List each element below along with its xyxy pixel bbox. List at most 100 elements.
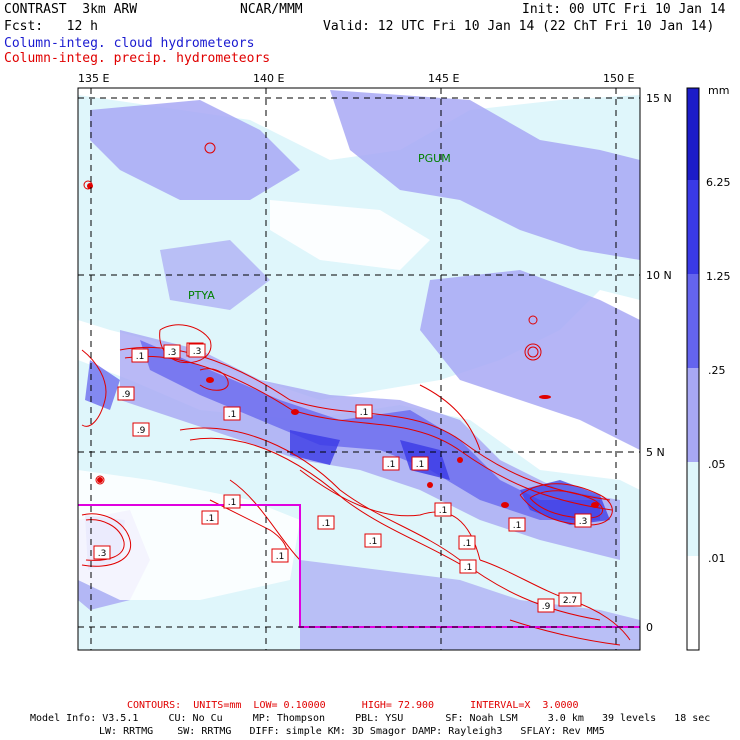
colorbar-seg-2	[687, 274, 699, 368]
colorbar-level-.01: .01	[708, 552, 726, 565]
precip-contour-main-5	[229, 479, 301, 561]
field-title-cloud: Column-integ. cloud hydrometeors	[4, 36, 255, 51]
org-label: NCAR/MMM	[240, 2, 303, 17]
contour-label-text: .9	[122, 390, 131, 400]
cloud-core-5	[290, 430, 340, 465]
contour-label-text: .1	[228, 498, 237, 508]
precip-contour-strand-2	[419, 384, 481, 451]
colorbar-seg-5	[687, 556, 699, 650]
contour-label-text: .9	[542, 602, 551, 612]
precip-contour-east-2	[529, 490, 603, 519]
graticule	[78, 88, 640, 650]
contour-label-text: .1	[276, 552, 285, 562]
colorbar: mm 6.25 1.25 .25 .05 .01	[686, 84, 731, 651]
colorbar-unit: mm	[708, 84, 729, 97]
contour-label-text: .1	[206, 514, 215, 524]
cloud-field	[78, 90, 640, 650]
contour-label-box	[411, 456, 429, 471]
model-info-line-2: LW: RRTMG SW: RRTMG DIFF: simple KM: 3D …	[99, 726, 605, 737]
heavy-cell-6	[427, 482, 433, 488]
precip-contour-box-2	[199, 368, 229, 391]
contour-label-text: .3	[193, 347, 202, 357]
contour-label-text: .1	[464, 563, 473, 573]
contour-label-box	[271, 548, 289, 563]
colorbar-seg-3	[687, 368, 699, 462]
contour-label-box	[434, 502, 452, 517]
lon-label-145: 145 E	[428, 72, 459, 85]
heavy-cell-9	[457, 457, 463, 463]
heavy-cell-4	[97, 477, 103, 483]
contour-label-text: .1	[228, 410, 237, 420]
contour-label-box	[364, 533, 382, 548]
lon-label-150: 150 E	[603, 72, 634, 85]
precip-contour-west-2	[81, 513, 132, 567]
precip-cell-3	[528, 315, 538, 325]
station-label-pgum: PGUM	[418, 152, 451, 165]
valid-time: Valid: 12 UTC Fri 10 Jan 14 (22 ChT Fri …	[323, 19, 715, 34]
precip-cell-1	[524, 343, 542, 361]
model-title: CONTRAST 3km ARW	[4, 2, 138, 17]
precip-cell-4	[204, 142, 216, 154]
heavy-cell-8	[591, 502, 599, 508]
colorbar-seg-0	[687, 88, 699, 180]
contour-info: CONTOURS: UNITS=mm LOW= 0.10000 HIGH= 72…	[127, 700, 579, 711]
contour-label-box	[223, 406, 241, 421]
cloud-core-2	[85, 360, 120, 410]
contour-label-box	[201, 510, 219, 525]
contour-label-box	[537, 598, 555, 613]
colorbar-level-.05: .05	[708, 458, 726, 471]
contour-label-box	[317, 515, 335, 530]
contour-label-text: .9	[137, 426, 146, 436]
contour-label-box	[355, 404, 373, 419]
subdomain-outline	[78, 504, 640, 628]
contour-label-box	[508, 517, 526, 532]
contour-label-text: .1	[369, 537, 378, 547]
lat-label-5: 5 N	[646, 446, 665, 459]
lat-label-0: 0	[646, 621, 653, 634]
contour-label-text: 2.7	[563, 596, 577, 606]
precip-contour-main-3	[179, 427, 601, 621]
contour-label-box	[223, 494, 241, 509]
contour-label-text: .1	[136, 352, 145, 362]
precip-contour-main-4	[189, 437, 471, 571]
precip-heavy-cells	[87, 183, 599, 508]
colorbar-seg-1	[687, 180, 699, 274]
contour-label-box	[117, 386, 135, 401]
cloud-band-lavender-1	[90, 100, 300, 200]
contour-label-text: .1	[360, 408, 369, 418]
contour-label-text: .1	[322, 519, 331, 529]
colorbar-level-6.25: 6.25	[706, 176, 731, 189]
heavy-cell-1	[87, 183, 93, 189]
init-time: Init: 00 UTC Fri 10 Jan 14	[522, 2, 726, 17]
precip-cell-6	[95, 475, 105, 485]
colorbar-level-.25: .25	[708, 364, 726, 377]
contour-label-text: .3	[168, 348, 177, 358]
contour-label-text: .1	[387, 460, 396, 470]
precip-contour-main-2	[124, 355, 613, 511]
lat-label-10: 10 N	[646, 269, 672, 282]
field-title-precip: Column-integ. precip. hydrometeors	[4, 51, 271, 66]
precip-contour-south-2	[509, 619, 621, 646]
cloud-core-1	[140, 340, 600, 520]
contour-label-box	[382, 456, 400, 471]
model-info-line-1: Model Info: V3.5.1 CU: No Cu MP: Thompso…	[30, 713, 711, 724]
contour-label-box	[188, 343, 206, 358]
contour-label-box	[132, 422, 150, 437]
contour-label-box	[163, 344, 181, 359]
map-plot: 135 E 140 E 145 E 150 E 15 N 10 N 5 N 0 …	[77, 72, 731, 651]
lon-label-140: 140 E	[253, 72, 284, 85]
lon-label-135: 135 E	[78, 72, 109, 85]
contour-label-box	[459, 559, 477, 574]
map-frame	[77, 87, 641, 651]
contour-label-text: .1	[463, 539, 472, 549]
contour-label-box	[458, 535, 476, 550]
contour-label-box	[558, 592, 582, 607]
clear-area-1	[270, 200, 430, 270]
contour-label-text: .1	[416, 460, 425, 470]
contour-label-box	[131, 348, 149, 363]
cloud-band-lavender-2	[330, 90, 640, 260]
heavy-cell-3	[206, 377, 214, 383]
contour-label-text: .1	[439, 506, 448, 516]
cloud-band-lavender-3	[420, 270, 640, 450]
clear-area-2	[78, 470, 300, 600]
